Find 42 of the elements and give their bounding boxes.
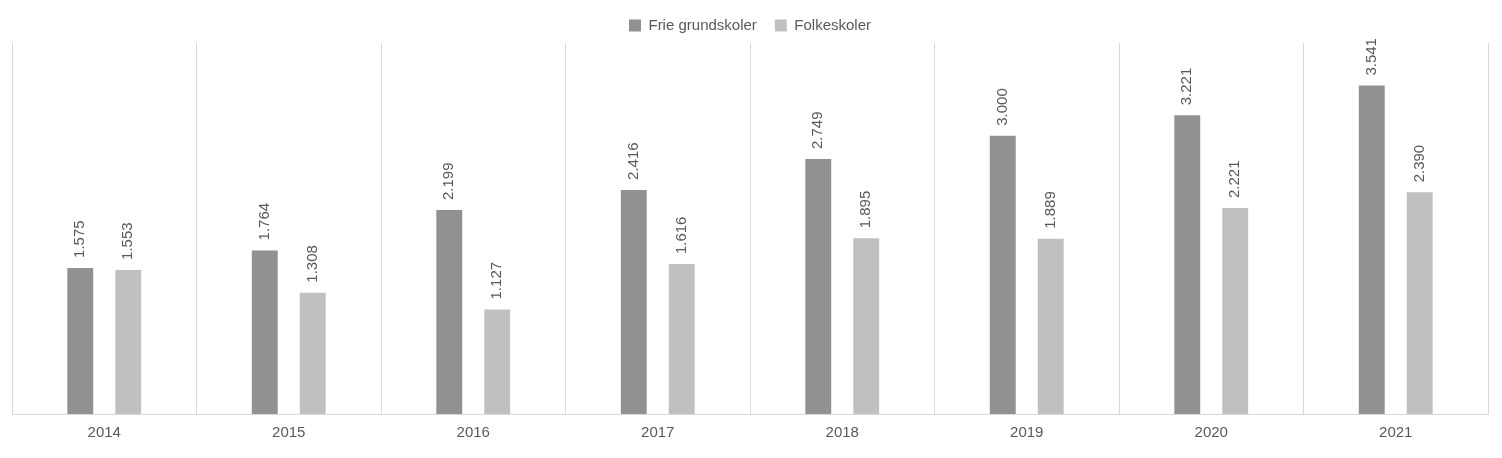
- x-tick-label: 2020: [1194, 423, 1228, 441]
- data-label: 3.221: [1177, 67, 1195, 106]
- bar: [251, 250, 278, 414]
- data-label: 2.416: [623, 142, 641, 180]
- x-tick-label: 2017: [641, 423, 675, 441]
- data-label: 2.221: [1225, 160, 1243, 198]
- bar: [484, 309, 511, 414]
- bar: [436, 210, 463, 414]
- data-label: 3.000: [992, 88, 1010, 126]
- data-label: 1.895: [856, 190, 874, 229]
- bar: [805, 159, 832, 414]
- bar: [668, 264, 695, 414]
- bar: [1037, 238, 1064, 414]
- bar: [67, 267, 94, 414]
- x-tick-label: 2015: [272, 423, 306, 441]
- bar: [1358, 85, 1385, 414]
- data-label: 1.127: [487, 261, 505, 300]
- legend-label: Frie grundskoler: [648, 15, 757, 33]
- data-label: 1.553: [118, 222, 136, 260]
- bar: [299, 292, 326, 414]
- data-label: 2.749: [808, 111, 826, 150]
- data-label: 2.199: [439, 162, 457, 201]
- x-tick-label: 2021: [1379, 423, 1413, 441]
- x-tick-label: 2014: [87, 423, 121, 441]
- data-label: 1.308: [302, 245, 320, 283]
- legend-label: Folkeskoler: [794, 15, 872, 33]
- x-tick-label: 2018: [825, 423, 859, 441]
- bar: [853, 238, 880, 414]
- data-label: 3.541: [1361, 38, 1379, 76]
- data-label: 1.889: [1040, 191, 1058, 229]
- data-label: 1.575: [70, 220, 88, 258]
- bar: [1222, 208, 1249, 414]
- bar: [1406, 192, 1433, 414]
- bar: [620, 189, 647, 414]
- x-tick-label: 2016: [456, 423, 490, 441]
- data-label: 1.616: [671, 216, 689, 255]
- bar: [989, 135, 1016, 414]
- data-label: 2.390: [1409, 144, 1427, 183]
- data-label: 1.764: [254, 202, 272, 241]
- bar: [1174, 115, 1201, 414]
- x-tick-label: 2019: [1010, 423, 1044, 441]
- bar: [115, 269, 142, 414]
